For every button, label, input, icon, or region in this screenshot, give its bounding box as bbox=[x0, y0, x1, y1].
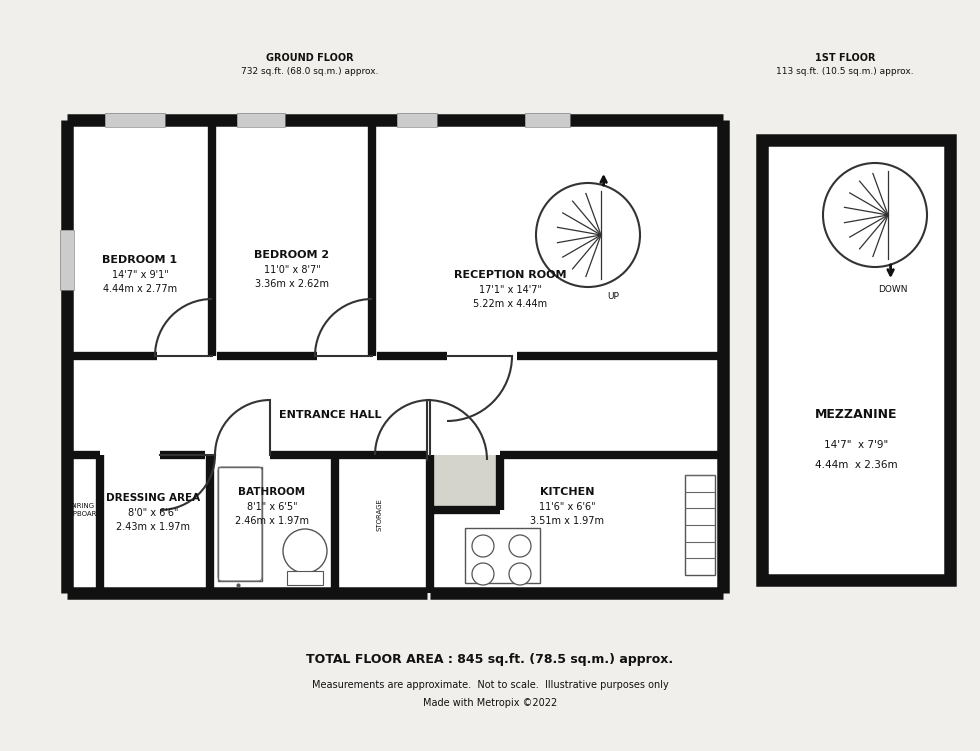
Text: STORAGE: STORAGE bbox=[376, 499, 382, 532]
Text: UP: UP bbox=[608, 292, 619, 301]
Circle shape bbox=[283, 529, 327, 573]
Text: 17'1" x 14'7"
5.22m x 4.44m: 17'1" x 14'7" 5.22m x 4.44m bbox=[473, 285, 547, 309]
Text: 113 sq.ft. (10.5 sq.m.) approx.: 113 sq.ft. (10.5 sq.m.) approx. bbox=[776, 67, 913, 76]
Text: 4.44m  x 2.36m: 4.44m x 2.36m bbox=[814, 460, 898, 470]
Text: BEDROOM 1: BEDROOM 1 bbox=[103, 255, 177, 265]
Circle shape bbox=[509, 535, 531, 557]
Text: Made with Metropix ©2022: Made with Metropix ©2022 bbox=[423, 698, 557, 708]
Text: GROUND FLOOR: GROUND FLOOR bbox=[267, 53, 354, 63]
Circle shape bbox=[472, 563, 494, 585]
Bar bbox=[105, 113, 165, 127]
Circle shape bbox=[472, 535, 494, 557]
Bar bbox=[762, 140, 950, 580]
Bar bbox=[465, 528, 540, 583]
Bar bbox=[525, 113, 570, 127]
Bar bbox=[67, 356, 723, 455]
Bar bbox=[287, 571, 323, 585]
Bar bbox=[237, 113, 285, 127]
Circle shape bbox=[536, 183, 640, 287]
Bar bbox=[60, 230, 74, 290]
Text: 8'1" x 6'5"
2.46m x 1.97m: 8'1" x 6'5" 2.46m x 1.97m bbox=[235, 502, 309, 526]
Text: BEDROOM 2: BEDROOM 2 bbox=[255, 250, 329, 260]
Bar bbox=[685, 475, 715, 575]
Text: BATHROOM: BATHROOM bbox=[238, 487, 306, 497]
Bar bbox=[430, 455, 500, 510]
Text: 14'7"  x 7'9": 14'7" x 7'9" bbox=[824, 440, 888, 450]
Text: 11'0" x 8'7"
3.36m x 2.62m: 11'0" x 8'7" 3.36m x 2.62m bbox=[255, 265, 329, 289]
Text: RECEPTION ROOM: RECEPTION ROOM bbox=[454, 270, 566, 280]
Bar bbox=[67, 455, 427, 593]
Text: MEZZANINE: MEZZANINE bbox=[814, 409, 898, 421]
Text: Measurements are approximate.  Not to scale.  Illustrative purposes only: Measurements are approximate. Not to sca… bbox=[312, 680, 668, 690]
Bar bbox=[685, 475, 715, 575]
Bar bbox=[525, 113, 570, 127]
Text: 14'7" x 9'1"
4.44m x 2.77m: 14'7" x 9'1" 4.44m x 2.77m bbox=[103, 270, 177, 294]
Text: 732 sq.ft. (68.0 sq.m.) approx.: 732 sq.ft. (68.0 sq.m.) approx. bbox=[241, 67, 378, 76]
Text: DRESSING AREA: DRESSING AREA bbox=[106, 493, 200, 503]
Text: TOTAL FLOOR AREA : 845 sq.ft. (78.5 sq.m.) approx.: TOTAL FLOOR AREA : 845 sq.ft. (78.5 sq.m… bbox=[307, 653, 673, 666]
Bar bbox=[237, 113, 285, 127]
Text: ENTRANCE HALL: ENTRANCE HALL bbox=[278, 410, 381, 420]
Bar bbox=[67, 120, 723, 356]
Bar bbox=[218, 467, 262, 581]
Bar bbox=[430, 455, 723, 593]
Bar bbox=[105, 113, 165, 127]
Text: 1ST FLOOR: 1ST FLOOR bbox=[814, 53, 875, 63]
Text: DOWN: DOWN bbox=[879, 285, 908, 294]
Text: 11'6" x 6'6"
3.51m x 1.97m: 11'6" x 6'6" 3.51m x 1.97m bbox=[530, 502, 604, 526]
Text: AIRING
CUPBOARD: AIRING CUPBOARD bbox=[64, 503, 102, 517]
Bar bbox=[287, 571, 323, 585]
Bar bbox=[397, 113, 437, 127]
Circle shape bbox=[823, 163, 927, 267]
Text: 8'0" x 6'6"
2.43m x 1.97m: 8'0" x 6'6" 2.43m x 1.97m bbox=[116, 508, 190, 532]
Bar bbox=[397, 113, 437, 127]
Bar bbox=[218, 467, 262, 581]
Circle shape bbox=[509, 563, 531, 585]
Bar bbox=[60, 230, 74, 290]
Bar bbox=[762, 140, 950, 580]
Text: KITCHEN: KITCHEN bbox=[540, 487, 594, 497]
Bar bbox=[465, 528, 540, 583]
